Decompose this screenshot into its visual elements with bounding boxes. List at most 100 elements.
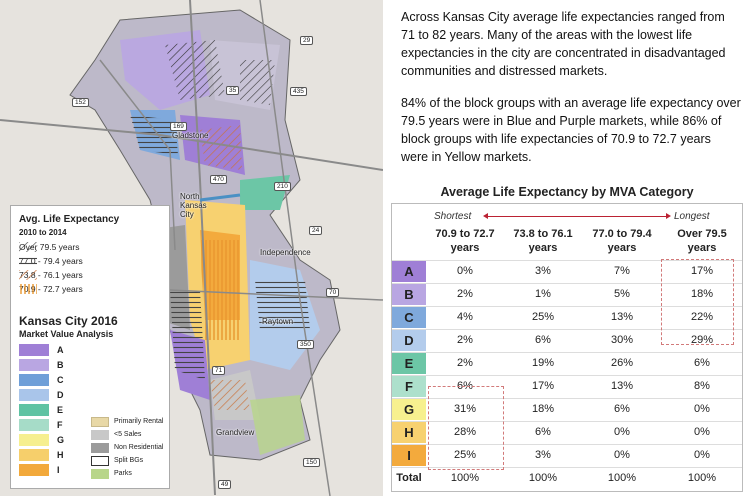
table-row: F 6% 17% 13% 8% [392,375,742,397]
table-cell: 100% [607,472,637,484]
extra-legend-label: Parks [114,470,132,477]
table-row: I 25% 3% 0% 0% [392,444,742,466]
map-legend: Avg. Life Expectancy 2010 to 2014 Over 7… [10,205,170,489]
highway-shield: 49 [218,480,232,489]
table-title: Average Life Expectancy by MVA Category [440,185,694,199]
extra-legend-label: Non Residential [114,444,164,451]
table-cell: 28% [453,426,477,438]
highway-shield: 169 [170,122,187,131]
color-swatch [19,434,49,446]
table-cell: 8% [694,380,710,392]
table-cell: 30% [610,334,634,346]
table-cell: 0% [694,426,710,438]
table-cell: 25% [453,449,477,461]
table-row: H 28% 6% 0% 0% [392,421,742,443]
legend-range: 77.0 - 79.4 years [19,256,83,266]
mva-table: Shortest Longest 70.9 to 72.7 years 73.8… [391,203,743,492]
color-swatch [91,416,109,427]
table-row: E 2% 19% 26% 6% [392,352,742,374]
mva-legend-item: F [19,419,63,431]
extra-legend-label: <5 Sales [114,431,142,438]
table-cell: 18% [690,288,714,300]
mva-legend-label: I [57,465,60,475]
place-label: North Kansas City [180,192,207,219]
horiz-hatch-icon [19,256,37,266]
category-label: D [392,330,426,351]
legend-range: Over 79.5 years [19,242,79,252]
table-cell: 26% [610,357,634,369]
table-cell: 13% [610,380,634,392]
mva-legend-item: H [19,449,64,461]
highway-shield: 150 [303,458,320,467]
mva-legend-item: G [19,434,64,446]
color-swatch [19,374,49,386]
table-cell: 13% [610,311,634,323]
paragraph-1: Across Kansas City average life expectan… [401,10,726,78]
place-label: Gladstone [172,131,209,140]
column-header: 73.8 to 76.1 years [513,228,573,254]
category-label: B [392,284,426,305]
table-row: B 2% 1% 5% 18% [392,283,742,305]
table-cell: 6% [694,357,710,369]
extra-legend-label: Split BGs [114,457,144,464]
place-label: Raytown [262,317,294,326]
table-cell: 5% [614,288,630,300]
highway-shield: 152 [72,98,89,107]
mva-legend-label: H [57,450,64,460]
mva-subtitle: Market Value Analysis [19,329,114,339]
table-row: D 2% 6% 30% 29% [392,329,742,351]
highway-shield: 24 [309,226,323,235]
table-cell: 29% [690,334,714,346]
diag-hatch-icon [19,242,37,252]
table-cell: 18% [531,403,555,415]
color-swatch [91,468,109,479]
mva-title: Kansas City 2016 [19,314,118,328]
highway-shield: 29 [300,36,314,45]
table-cell: 100% [687,472,717,484]
legend-range-label: 77.0 - 79.4 years [19,256,83,266]
table-cell: 2% [457,334,473,346]
table-row: G 31% 18% 6% 0% [392,398,742,420]
extra-legend-item: <5 Sales [91,429,141,440]
place-label: Independence [260,248,311,257]
table-row: C 4% 25% 13% 22% [392,306,742,328]
mva-legend-item: D [19,389,64,401]
column-header: 70.9 to 72.7 years [435,228,495,254]
column-header: 77.0 to 79.4 years [592,228,652,254]
color-swatch [91,442,109,453]
table-cell: 100% [450,472,480,484]
highway-shield: 435 [290,87,307,96]
highlight-box-shortest [428,386,504,470]
mva-legend-label: G [57,435,65,445]
table-cell: 17% [531,380,555,392]
category-label: F [392,376,426,397]
mva-legend-item: C [19,374,64,386]
extra-legend-item: Non Residential [91,442,163,453]
mva-legend-item: B [19,359,64,371]
mva-legend-item: A [19,344,64,356]
mva-legend-item: E [19,404,63,416]
legend-title: Avg. Life Expectancy [19,214,120,225]
table-cell: 19% [531,357,555,369]
table-cell: 22% [690,311,714,323]
color-swatch [19,419,49,431]
paragraph-2: 84% of the block groups with an average … [401,96,741,164]
mva-legend-label: A [57,345,64,355]
legend-range-label: 73.8 - 76.1 years [19,270,83,280]
highway-shield: 470 [210,175,227,184]
color-swatch [19,404,49,416]
highway-shield: 71 [212,366,226,375]
longest-label: Longest [674,211,710,222]
mva-legend-label: D [57,390,64,400]
table-cell: 1% [535,288,551,300]
legend-range-label: Over 79.5 years [19,242,80,252]
highway-shield: 70 [326,288,340,297]
mva-legend-item: I [19,464,60,476]
category-label: I [392,445,426,466]
color-swatch [91,429,109,440]
category-label: E [392,353,426,374]
color-swatch [19,389,49,401]
color-swatch [19,344,49,356]
category-label: H [392,422,426,443]
mva-legend-label: B [57,360,64,370]
